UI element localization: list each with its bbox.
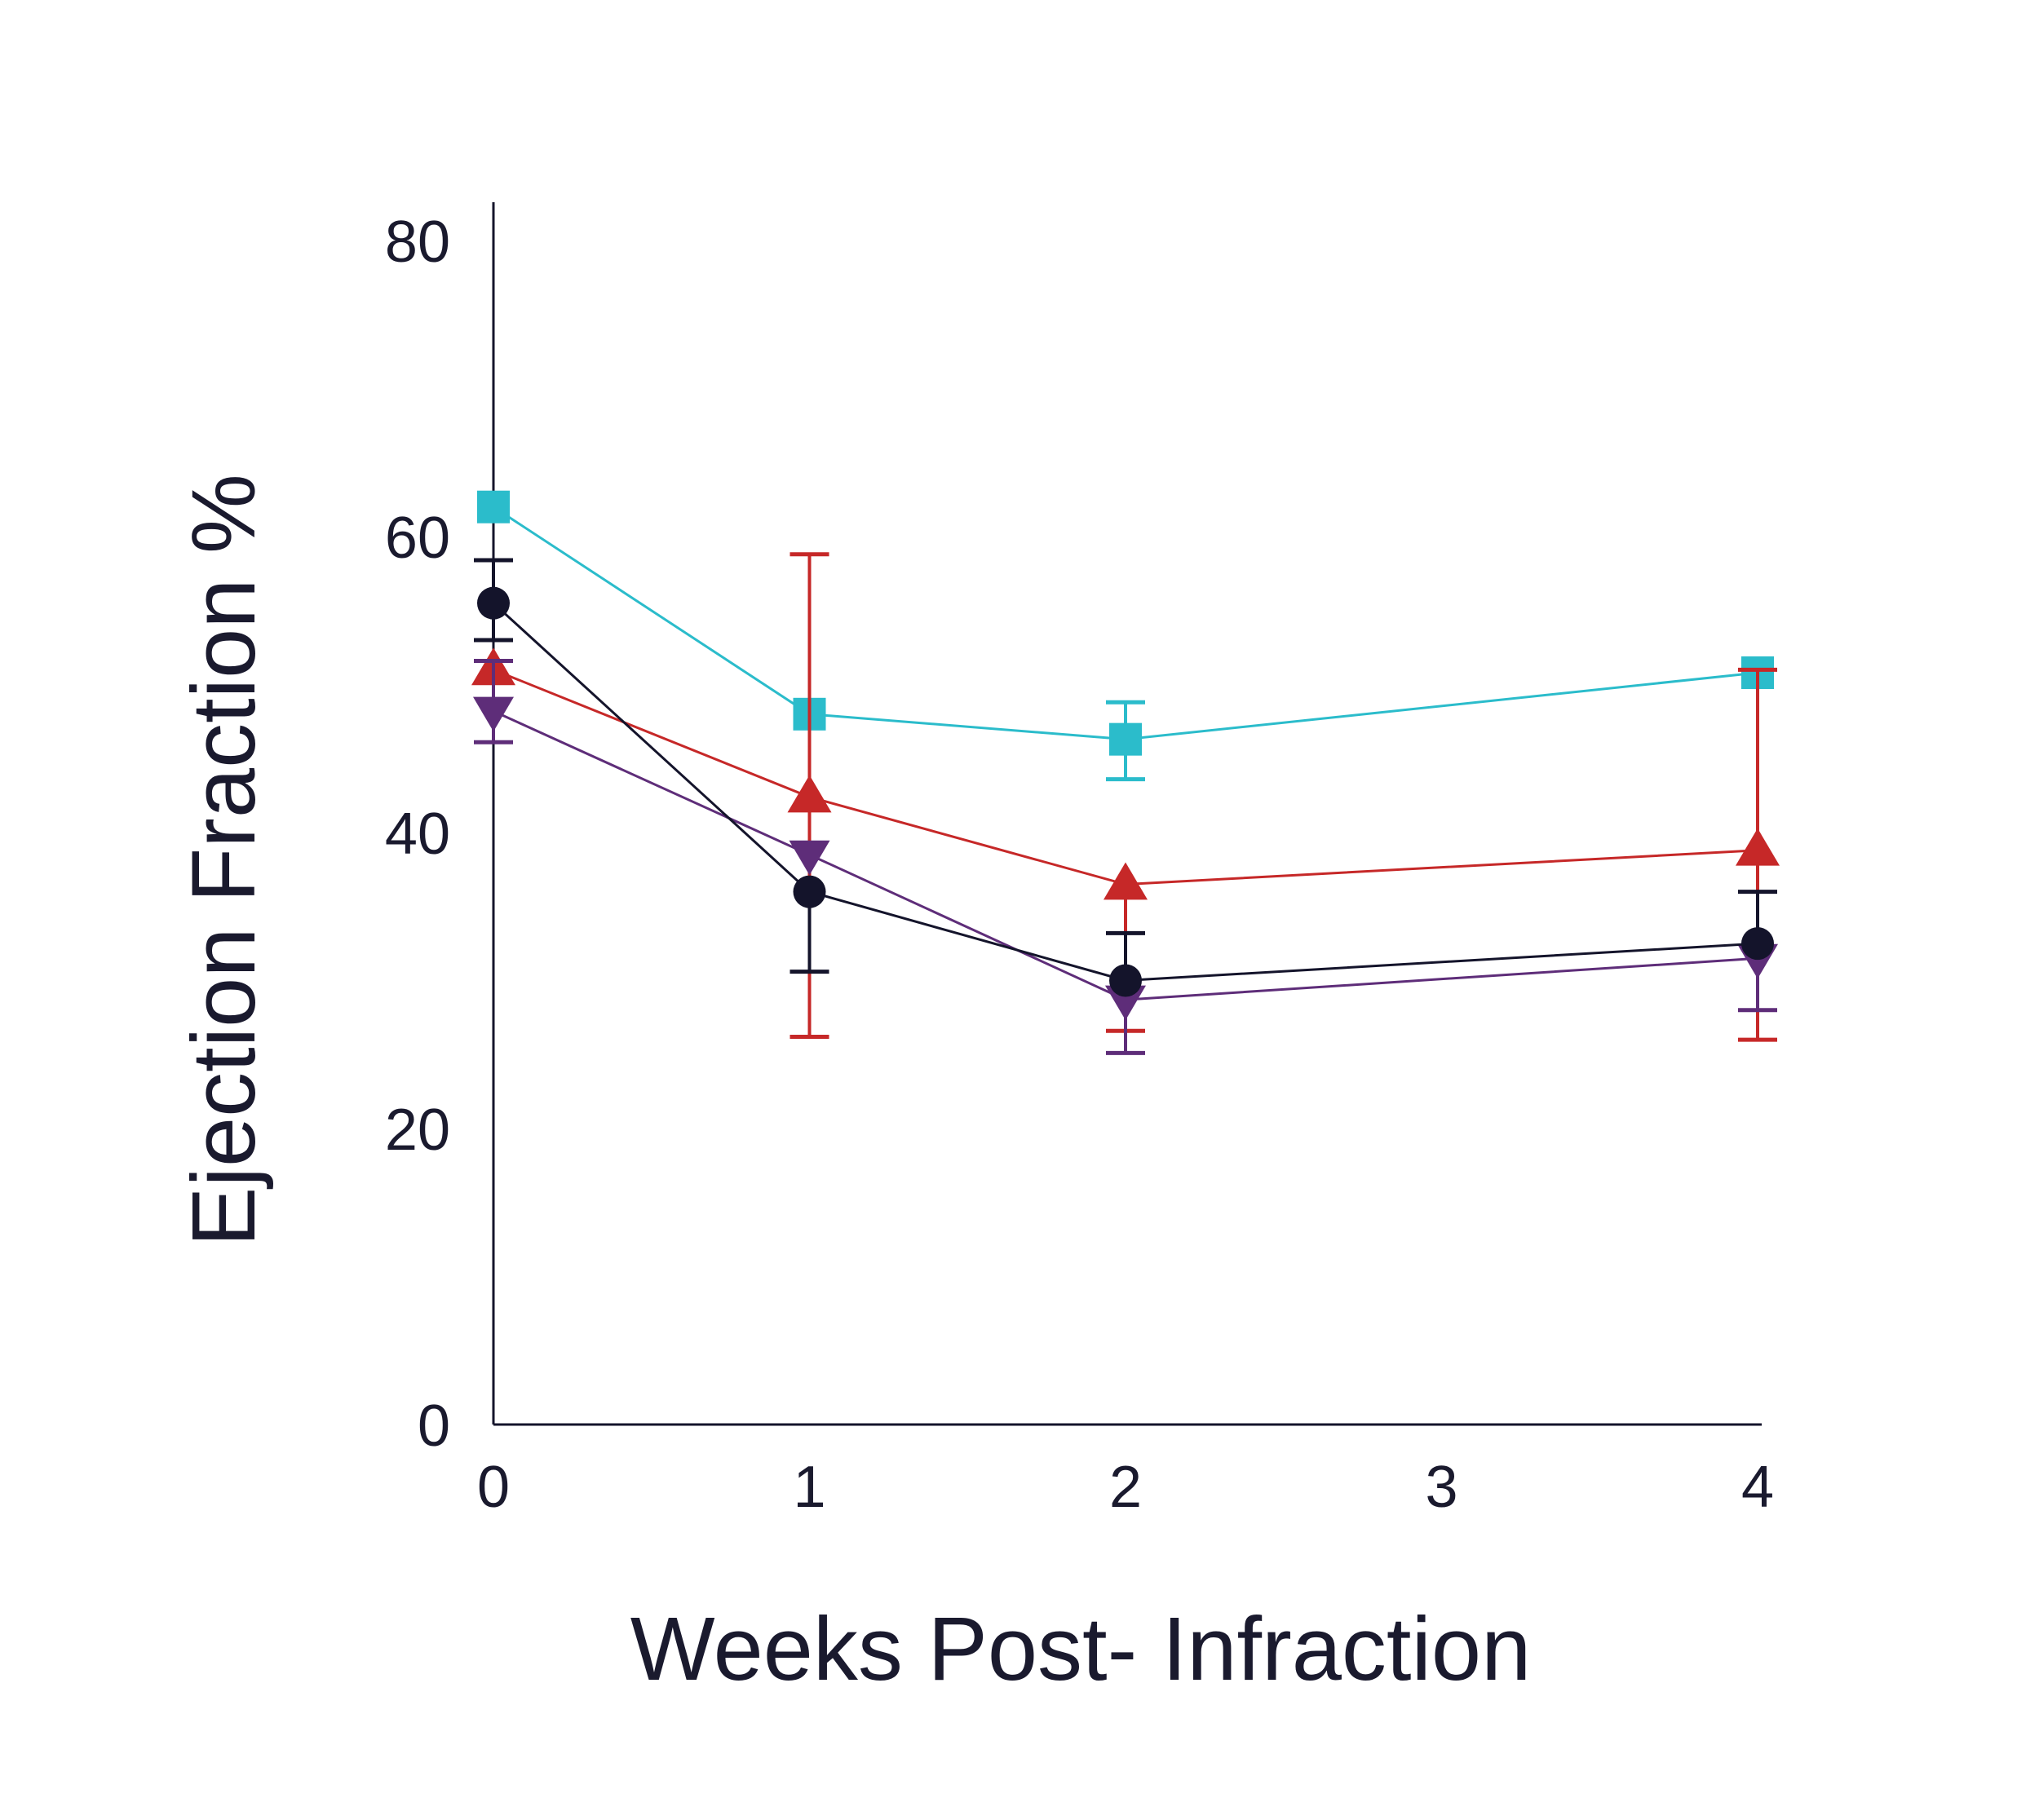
x-tick-label: 3 xyxy=(1425,1455,1457,1520)
y-tick-label: 80 xyxy=(385,210,450,275)
y-tick-label: 20 xyxy=(385,1098,450,1163)
data-point xyxy=(473,696,514,732)
data-point xyxy=(793,875,826,908)
teal-series xyxy=(477,490,1774,782)
y-axis-title: Ejection Fraction % xyxy=(174,474,274,1247)
y-tick-label: 0 xyxy=(418,1394,450,1459)
data-series xyxy=(471,490,1780,1055)
data-point xyxy=(789,840,830,876)
x-tick-label: 1 xyxy=(793,1455,825,1520)
y-tick-label: 40 xyxy=(385,802,450,867)
series-line xyxy=(493,709,1758,1001)
data-point xyxy=(787,775,832,813)
series-line xyxy=(493,506,1758,741)
x-tick-label: 0 xyxy=(477,1455,510,1520)
data-point xyxy=(1109,722,1142,756)
x-tick-label: 2 xyxy=(1109,1455,1142,1520)
series-line xyxy=(493,668,1758,886)
x-axis-title: Weeks Post- Infraction xyxy=(630,1599,1532,1699)
data-point xyxy=(1104,862,1148,900)
data-point xyxy=(1741,927,1774,961)
data-point xyxy=(1736,828,1780,866)
tick-labels: 0 20 40 60 80 0 1 2 3 4 xyxy=(385,210,1774,1520)
data-point xyxy=(1105,985,1146,1021)
data-point xyxy=(477,490,510,523)
black-series xyxy=(474,558,1777,997)
x-tick-label: 4 xyxy=(1741,1455,1774,1520)
axes xyxy=(492,202,1762,1426)
y-tick-label: 60 xyxy=(385,506,450,571)
data-point xyxy=(477,586,510,620)
data-point xyxy=(1109,964,1142,997)
series-line xyxy=(492,602,1758,983)
